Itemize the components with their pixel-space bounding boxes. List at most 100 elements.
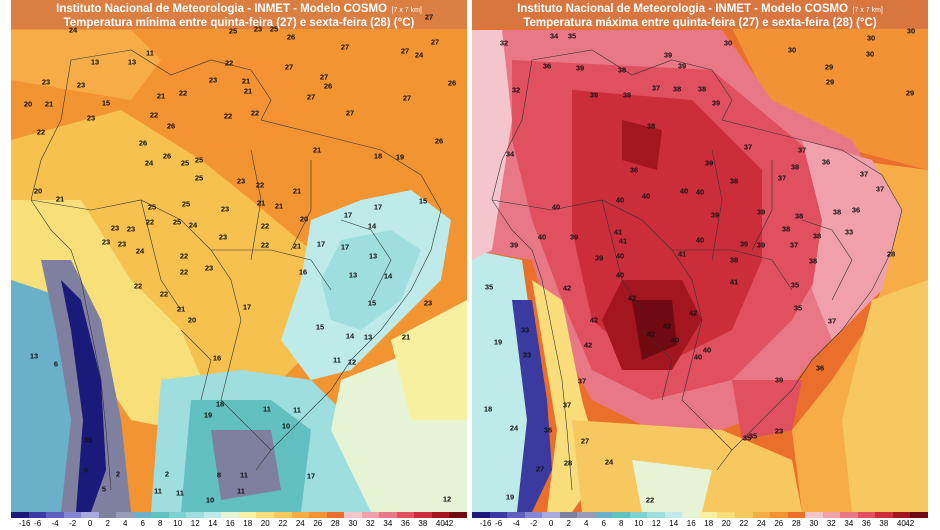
temperature-value: 23 [253,24,263,34]
temperature-value: 15 [315,322,325,332]
colorbar-swatch [770,512,788,518]
temperature-value: 22 [179,267,189,277]
colorbar-tick-label: 34 [844,519,854,528]
colorbar-tick-label: 26 [313,519,323,528]
temperature-value: 29 [824,62,834,72]
colorbar-tick-label: -16 [479,519,492,528]
temperature-value: 42 [583,340,593,350]
colorbar-swatch [11,512,29,518]
colorbar-tick-label: 28 [791,519,801,528]
colorbar-tick-label: 8 [157,519,163,528]
temperature-value: 42 [627,293,637,303]
temperature-value: 40 [615,251,625,261]
temperature-value: 22 [36,127,46,137]
temperature-value: 17 [316,239,326,249]
temperature-value: 18 [215,399,225,409]
temperature-value: 38 [646,121,656,131]
colorbar-tick-label: 8 [618,519,624,528]
temperature-value: 13 [127,57,137,67]
colorbar-swatch [472,512,490,518]
temperature-value: 13 [368,251,378,261]
temperature-value: 42 [562,283,572,293]
temperature-value: 36 [851,205,861,215]
temperature-value: 30 [723,38,733,48]
temperature-value: 15 [418,196,428,206]
colorbar-swatch [857,512,876,518]
temperature-value: 22 [645,495,655,505]
temperature-value: 28 [563,458,573,468]
temperature-value: 12 [347,357,357,367]
colorbar-swatch [309,512,327,518]
temperature-value: 40 [670,335,680,345]
temperature-value: 37 [789,240,799,250]
colorbar-swatch [186,512,204,518]
colorbar-swatch [629,512,648,518]
temperature-value: 37 [562,400,572,410]
temperature-value: 36 [542,61,552,71]
temperature-value: 14 [383,271,393,281]
temperature-value: 35 [793,303,803,313]
colorbar-tick-label: 40 [435,519,445,528]
temperature-value: 39 [663,50,673,60]
colorbar-swatch [734,512,753,518]
temperature-value: 11 [176,488,184,498]
colorbar-tick-label: -4 [51,519,59,528]
temperature-value: 23 [218,232,228,242]
temperature-value: 38 [808,256,818,266]
temperature-value: 40 [702,345,712,355]
colorbar-tick-label: 30 [809,519,819,528]
temperature-value: 20 [23,99,33,109]
colorbar-tick-label: 10 [634,519,644,528]
temperature-value: 36 [821,157,831,167]
colorbar-tick-label: 2 [566,519,571,528]
temperature-value: 24 [135,246,145,256]
temperature-value: 35 [567,31,577,41]
temperature-value: 38 [697,84,707,94]
colorbar-swatch [203,512,222,518]
colorbar-tick-label: 22 [278,519,288,528]
temperature-value: 40 [615,270,625,280]
colorbar-swatch [168,512,187,518]
temperature-value: 24 [414,50,424,60]
colorbar-tick-label: 28 [330,519,340,528]
colorbar-swatch [805,512,823,518]
temperature-value: 25 [194,173,204,183]
temperature-value: 22 [178,88,188,98]
temperature-value: 27 [340,42,350,52]
colorbar-tick-label: 38 [418,519,428,528]
temperature-value: 18 [373,151,383,161]
temperature-value: 38 [617,65,627,75]
temperature-value: 38 [781,224,791,234]
temperature-value: 23 [220,204,230,214]
colorbar-swatch [910,512,928,518]
temperature-value: 13 [90,57,100,67]
temperature-value: 38 [812,231,822,241]
temperature-value: 42 [646,329,656,339]
colorbar-tick-label: -2 [69,519,77,528]
temperature-value: 39 [594,253,604,263]
temperature-value: 26 [162,151,172,161]
colorbar-swatch [664,512,683,518]
temperature-value: 22 [250,108,260,118]
temperature-value: 37 [743,142,753,152]
temperature-value: 30 [865,49,875,59]
colorbar-swatch [344,512,362,518]
temperature-value: 39 [756,207,766,217]
colorbar-tick-label: 34 [383,519,393,528]
colorbar-tick-label: 36 [400,519,410,528]
temperature-value: 24 [188,220,198,230]
colorbar-tick-label: 12 [190,519,200,528]
temperature-value: 13 [363,332,373,342]
temperature-value: 25 [180,158,190,168]
colorbar-tick-label: 12 [651,519,661,528]
temperature-value: 23 [110,223,120,233]
temperature-value: 42 [662,321,672,331]
colorbar-tick-label: -6 [34,519,42,528]
temperature-value: 37 [577,376,587,386]
temperature-value: 18 [483,404,493,414]
temperature-value: 8 [216,470,222,480]
colorbar-tick-label: 4 [122,519,128,528]
temperature-value: 39 [711,98,721,108]
map-title-bar: Instituto Nacional de Meteorologia - INM… [472,0,928,29]
temperature-value: 23 [423,298,433,308]
